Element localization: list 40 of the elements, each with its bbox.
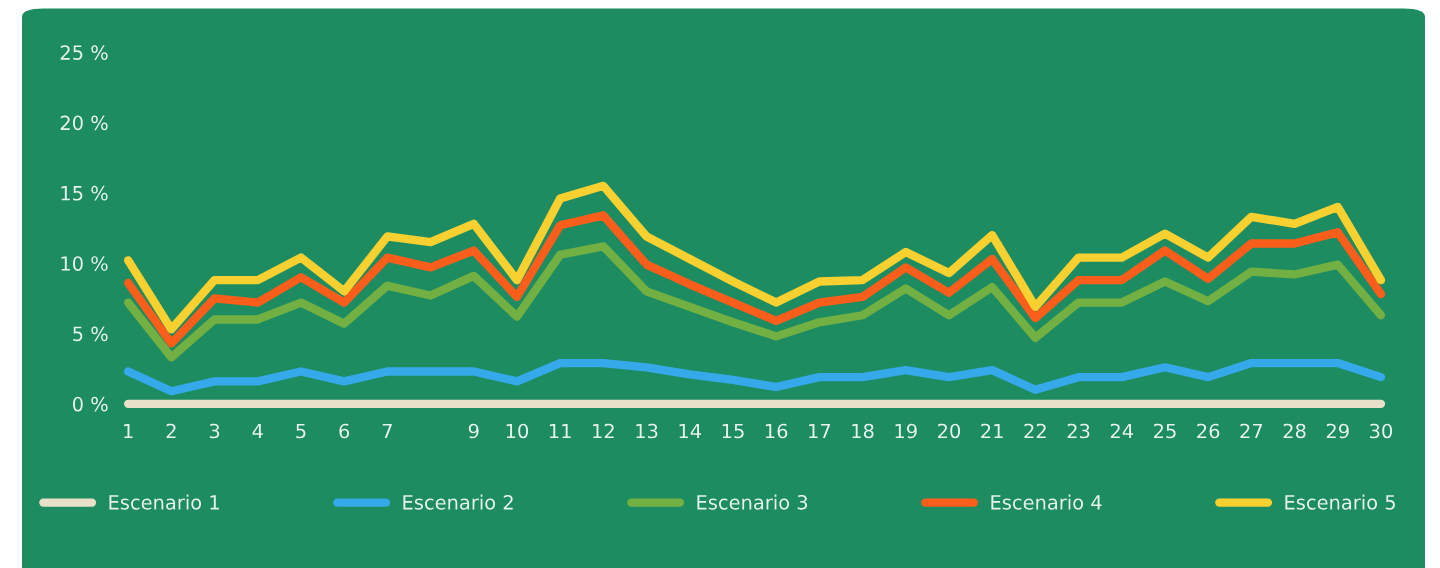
x-tick-label: 18 — [852, 423, 874, 439]
x-tick-label: 7 — [382, 423, 392, 439]
x-tick-label: 4 — [252, 423, 263, 439]
legend-label: Escenario 3 — [697, 494, 808, 510]
x-tick-label: 29 — [1326, 423, 1349, 439]
legend-label: Escenario 1 — [109, 494, 219, 510]
x-tick-label: 12 — [593, 423, 614, 439]
legend-label: Escenario 5 — [1285, 494, 1395, 510]
x-tick-label: 25 — [1154, 423, 1176, 439]
x-tick-label: 9 — [468, 423, 479, 439]
x-tick-label: 3 — [209, 423, 220, 439]
y-tick-label: 15 % — [61, 185, 108, 201]
legend-label: Escenario 4 — [991, 494, 1102, 510]
x-tick-label: 22 — [1024, 423, 1046, 439]
x-tick-label: 17 — [809, 423, 831, 439]
y-tick-label: 10 % — [61, 256, 108, 271]
x-tick-label: 21 — [981, 423, 1003, 439]
y-tick-label: 25 % — [60, 45, 108, 60]
x-tick-label: 11 — [549, 423, 571, 439]
x-tick-label: 19 — [895, 423, 917, 439]
x-tick-label: 10 — [506, 423, 529, 439]
legend-label: Escenario 2 — [403, 494, 513, 510]
x-tick-label: 27 — [1240, 423, 1263, 439]
x-tick-label: 14 — [679, 423, 702, 439]
y-tick-label: 5 % — [73, 326, 108, 342]
x-tick-label: 13 — [636, 423, 658, 439]
y-tick-label: 20 % — [60, 115, 108, 131]
x-tick-label: 6 — [339, 423, 350, 439]
x-tick-label: 23 — [1067, 423, 1090, 439]
x-tick-label: 28 — [1283, 423, 1306, 439]
x-tick-label: 26 — [1197, 423, 1220, 439]
x-tick-label: 24 — [1110, 423, 1134, 439]
y-tick-label: 0 % — [72, 396, 108, 412]
x-tick-label: 15 — [722, 423, 744, 439]
x-tick-label: 16 — [765, 423, 788, 439]
x-tick-label: 5 — [296, 423, 306, 439]
x-tick-label: 20 — [938, 423, 961, 439]
x-tick-label: 30 — [1370, 423, 1393, 439]
x-tick-label: 1 — [124, 423, 133, 439]
x-tick-label: 2 — [166, 423, 176, 439]
